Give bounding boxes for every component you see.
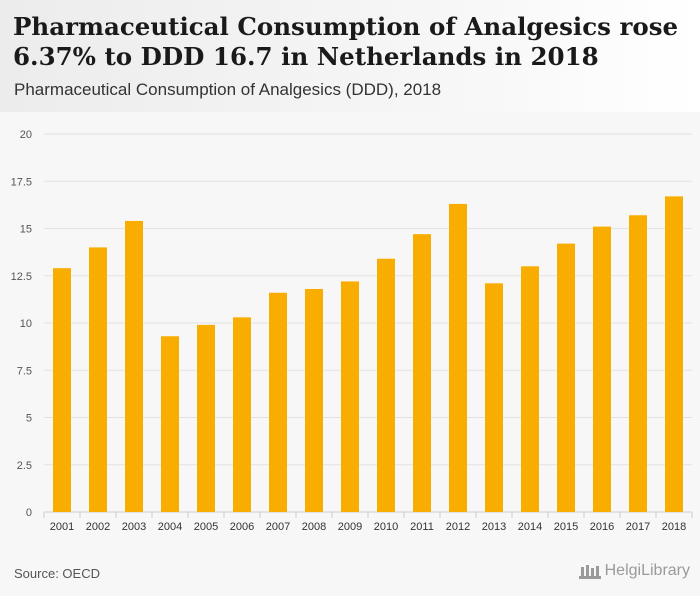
library-logo-icon <box>578 563 601 579</box>
bar <box>449 203 467 512</box>
bar <box>485 283 503 512</box>
x-tick-label: 2018 <box>662 521 686 533</box>
x-tick-label: 2012 <box>446 521 470 533</box>
x-tick-label: 2005 <box>194 521 218 533</box>
x-tick-label: 2007 <box>266 521 290 533</box>
y-tick-label: 12.5 <box>11 271 32 283</box>
chart-subtitle: Pharmaceutical Consumption of Analgesics… <box>14 80 442 99</box>
bar <box>197 324 215 512</box>
x-tick-label: 2009 <box>338 521 362 533</box>
bar <box>125 220 143 512</box>
bar <box>161 336 179 512</box>
bar <box>53 268 71 512</box>
source-note: Source: OECD <box>14 566 100 581</box>
y-tick-label: 20 <box>20 129 32 141</box>
x-tick-label: 2011 <box>410 521 434 533</box>
x-tick-label: 2002 <box>86 521 110 533</box>
bar <box>413 234 431 513</box>
x-tick-label: 2017 <box>626 521 650 533</box>
y-tick-label: 7.5 <box>17 365 32 377</box>
x-tick-label: 2014 <box>518 521 542 533</box>
y-tick-label: 15 <box>20 224 32 236</box>
x-tick-label: 2006 <box>230 521 254 533</box>
x-tick-label: 2013 <box>482 521 506 533</box>
x-tick-label: 2016 <box>590 521 614 533</box>
y-tick-label: 10 <box>20 318 32 330</box>
bar <box>341 281 359 512</box>
chart-title: Pharmaceutical Consumption of Analgesics… <box>13 12 679 71</box>
x-tick-label: 2010 <box>374 521 398 533</box>
x-tick-label: 2015 <box>554 521 578 533</box>
x-tick-label: 2001 <box>50 521 74 533</box>
bar <box>557 243 575 512</box>
y-tick-label: 17.5 <box>11 176 32 188</box>
bar <box>665 196 683 512</box>
y-tick-label: 2.5 <box>17 460 32 472</box>
y-tick-label: 0 <box>26 507 32 519</box>
bar <box>377 258 395 512</box>
x-tick-label: 2008 <box>302 521 326 533</box>
bar <box>305 288 323 512</box>
brand-name: HelgiLibrary <box>604 562 690 579</box>
bar <box>89 247 107 512</box>
bar <box>269 292 287 512</box>
bar <box>233 317 251 512</box>
bar <box>521 266 539 512</box>
y-tick-label: 5 <box>26 413 32 425</box>
x-tick-label: 2004 <box>158 521 182 533</box>
x-tick-label: 2003 <box>122 521 146 533</box>
bar <box>629 215 647 512</box>
header: Pharmaceutical Consumption of Analgesics… <box>0 0 700 112</box>
bar <box>593 226 611 513</box>
brand-logo[interactable]: HelgiLibrary <box>578 562 690 580</box>
